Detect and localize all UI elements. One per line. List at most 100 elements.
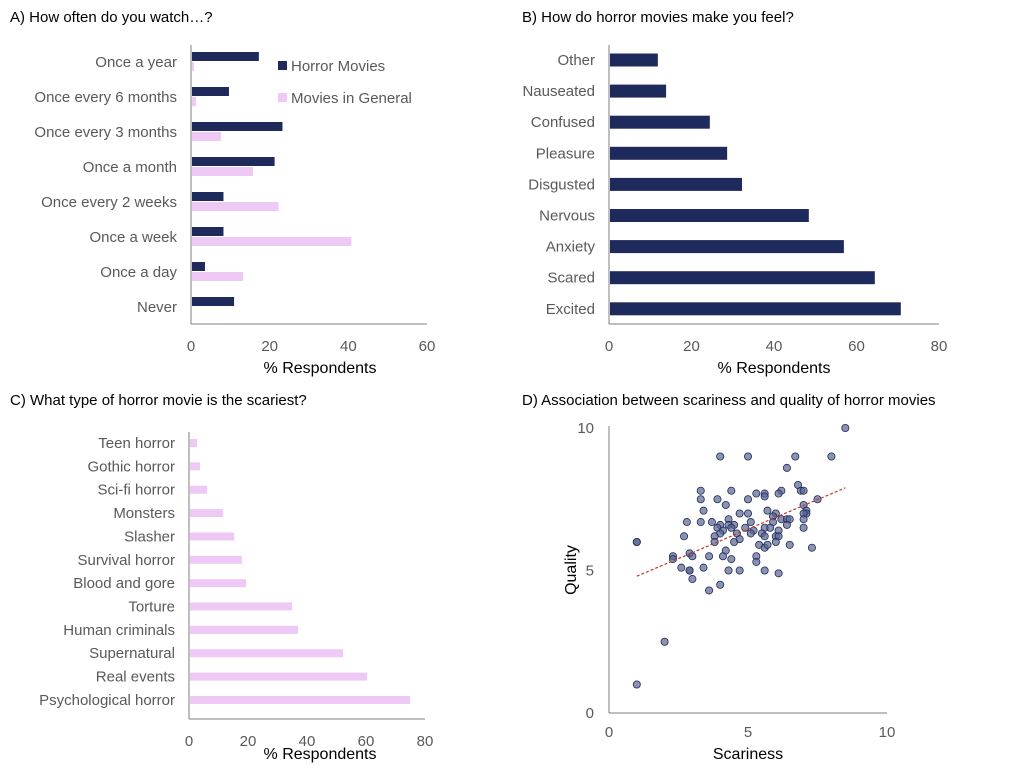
scatter-point [713, 495, 722, 504]
scatter-point [760, 532, 769, 541]
scatter-point [763, 540, 772, 549]
scatter-point [668, 555, 677, 564]
scatter-point [688, 575, 697, 584]
legend-swatch-horror [278, 61, 287, 70]
panel-b-x-tick-label: 40 [766, 338, 783, 355]
panel-a-bar-horror [192, 157, 275, 166]
panel-b-title: B) How do horror movies make you feel? [522, 9, 794, 26]
panel-a-bar-general [192, 62, 194, 71]
scatter-point [735, 509, 744, 518]
scatter-point [682, 518, 691, 527]
scatter-point [760, 566, 769, 575]
scatter-point [721, 500, 730, 509]
panel-b-bar [610, 84, 667, 98]
panel-d-y-tick-label: 10 [577, 420, 594, 437]
scatter-point [741, 523, 750, 532]
panel-a-category-label: Once a day [100, 264, 177, 281]
scatter-point [785, 540, 794, 549]
scatter-point [699, 563, 708, 572]
panel-d-title: D) Association between scariness and qua… [522, 392, 936, 409]
panel-b-category-label: Nauseated [522, 83, 595, 100]
panel-b-bar [610, 53, 658, 67]
panel-b-category-label: Nervous [539, 208, 595, 225]
panel-c-category-label: Slasher [124, 528, 175, 545]
scatter-point [632, 538, 641, 547]
panel-c-category-label: Sci-fi horror [97, 482, 175, 499]
panel-b-bar [610, 209, 809, 222]
panel-c-x-tick-label: 0 [185, 733, 193, 750]
panel-d-x-tick-label: 0 [605, 724, 613, 741]
scatter-point [766, 523, 775, 532]
panel-b-category-label: Excited [546, 301, 595, 318]
panel-b-x-tick-label: 20 [683, 338, 700, 355]
panel-a-x-tick-label: 0 [187, 338, 195, 355]
panel-c-x-tick-label: 80 [417, 733, 434, 750]
panel-a-bar-general [192, 167, 253, 176]
panel-b-category-label: Anxiety [546, 239, 596, 256]
panel-c-category-label: Blood and gore [73, 575, 175, 592]
scatter-point [799, 486, 808, 495]
scatter-point [744, 509, 753, 518]
panel-b-bar [610, 302, 901, 316]
panel-c-category-label: Gothic horror [87, 458, 175, 475]
panel-b-category-label: Scared [547, 270, 595, 287]
scatter-point [680, 532, 689, 541]
legend-swatch-general [278, 93, 287, 102]
panel-a-bar-horror [192, 87, 229, 96]
panel-a-bar-horror [192, 192, 224, 201]
trendline [636, 487, 846, 577]
scatter-point [763, 506, 772, 515]
scatter-point [727, 555, 736, 564]
panel-a-category-label: Once every 3 months [34, 124, 177, 141]
scatter-point [707, 518, 716, 527]
panel-c-category-label: Teen horror [98, 435, 175, 452]
panel-a-bar-horror [192, 227, 224, 236]
panel-a-bar-general [192, 237, 352, 246]
panel-a-bar-horror [192, 262, 205, 271]
scatter-point [724, 566, 733, 575]
scatter-point [705, 552, 714, 561]
panel-b-category-label: Other [557, 52, 595, 69]
scatter-point [774, 569, 783, 578]
panel-c-bar [190, 602, 293, 611]
panel-b-bar [610, 146, 728, 160]
legend-label-horror: Horror Movies [291, 58, 385, 75]
scatter-point [699, 506, 708, 515]
scatter-point [677, 563, 686, 572]
panel-a-bar-horror [192, 52, 259, 61]
panel-d-x-tick-label: 5 [744, 724, 752, 741]
scatter-point [744, 452, 753, 461]
scatter-point [696, 495, 705, 504]
scatter-point [752, 557, 761, 566]
scatter-point [782, 463, 791, 472]
panel-a-bar-general [192, 272, 244, 281]
panel-c-bar [190, 625, 298, 634]
panel-a-x-tick-label: 20 [261, 338, 278, 355]
panel-a-x-tick-label: 40 [340, 338, 357, 355]
panel-b-category-label: Confused [531, 114, 595, 131]
panel-a-category-label: Once every 2 weeks [41, 194, 177, 211]
panel-c-category-label: Supernatural [89, 645, 175, 662]
scatter-point [771, 538, 780, 547]
panel-a-xlabel: % Respondents [264, 360, 377, 377]
panel-c-bar [190, 672, 367, 681]
scatter-point [716, 580, 725, 589]
panel-a-bar-general [192, 97, 196, 106]
panel-c-x-tick-label: 60 [358, 733, 375, 750]
panel-c-category-label: Monsters [113, 505, 175, 522]
legend-label-general: Movies in General [291, 90, 412, 107]
panel-b-bar [610, 115, 710, 129]
panel-c-x-tick-label: 20 [240, 733, 257, 750]
panel-c-bar [190, 485, 208, 494]
scatter-point [660, 637, 669, 646]
scatter-point [696, 518, 705, 527]
scatter-point [799, 515, 808, 524]
scatter-point [727, 523, 736, 532]
scatter-point [760, 492, 769, 501]
scatter-point [799, 523, 808, 532]
panel-a-x-tick-label: 60 [419, 338, 436, 355]
scatter-point [685, 566, 694, 575]
scatter-point [705, 586, 714, 595]
panel-c-category-label: Psychological horror [39, 692, 175, 709]
